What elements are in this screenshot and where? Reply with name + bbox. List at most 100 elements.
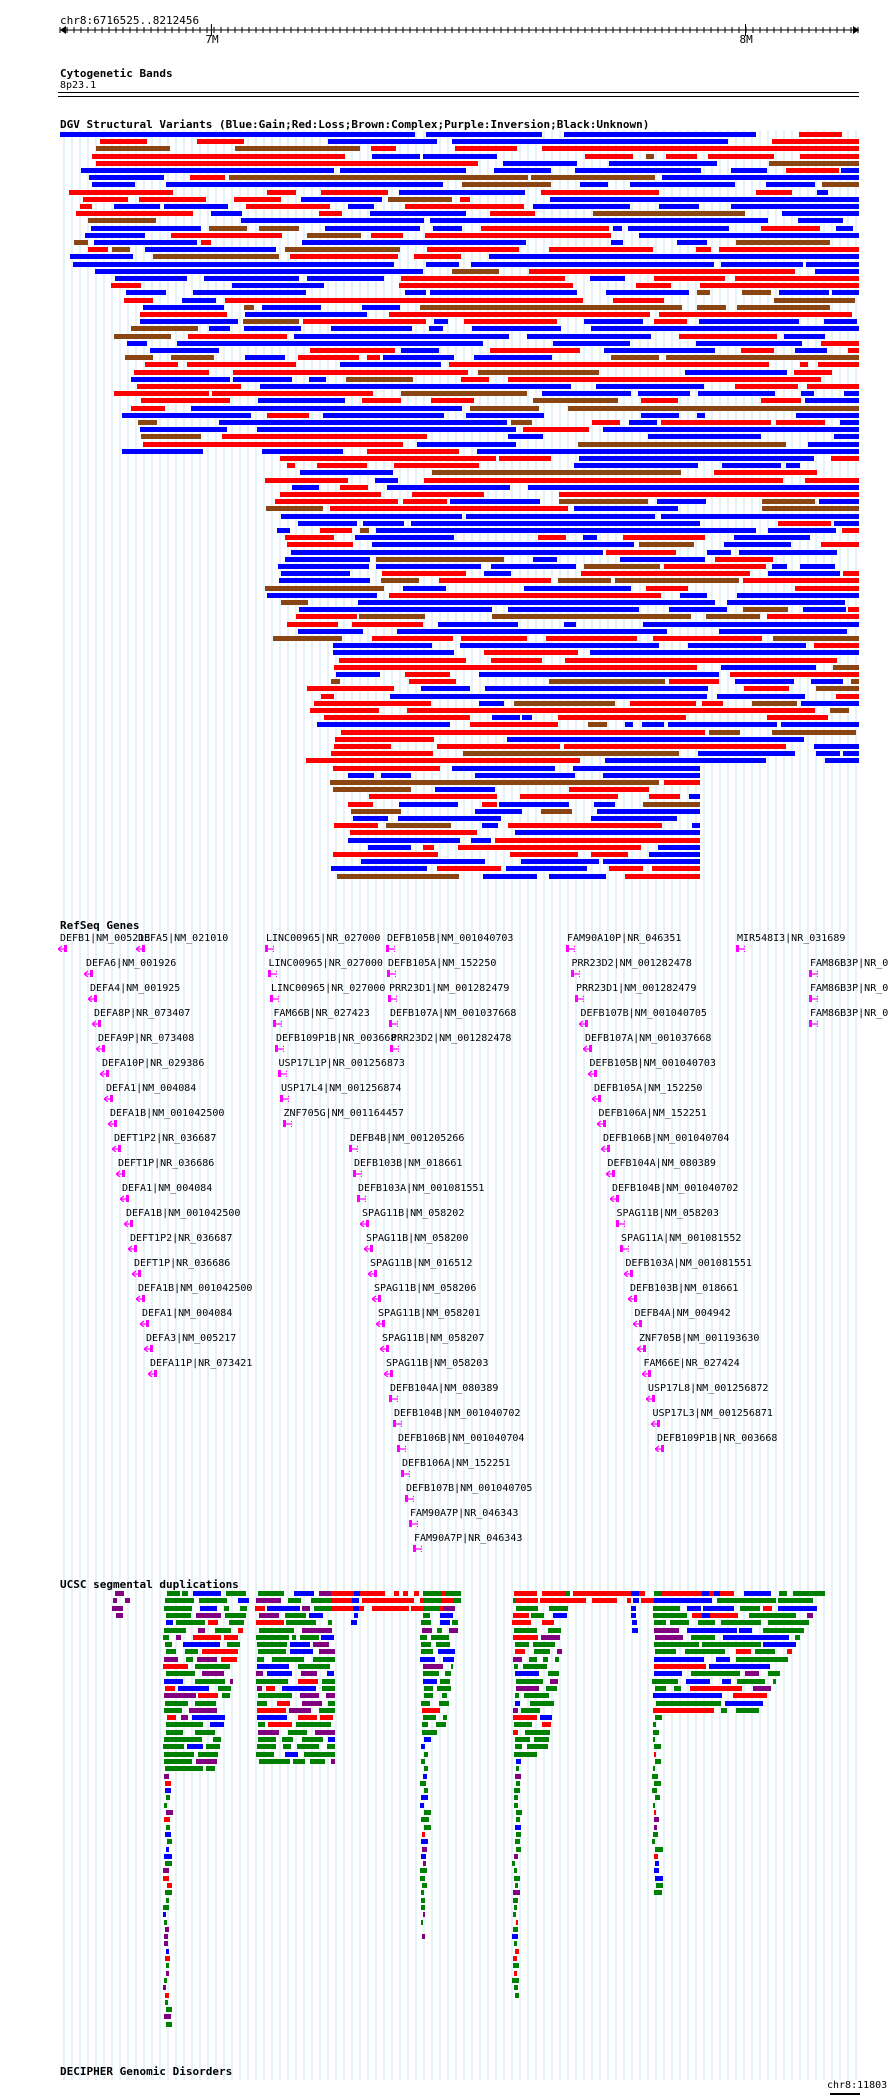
segdup-block[interactable] xyxy=(548,1671,559,1677)
dgv-variant[interactable] xyxy=(188,333,287,339)
segdup-block[interactable] xyxy=(515,1700,520,1706)
segdup-block[interactable] xyxy=(421,1883,427,1888)
dgv-variant[interactable] xyxy=(490,657,542,663)
dgv-variant[interactable] xyxy=(374,477,399,483)
gene-label[interactable]: SPAG11B|NM_058200 xyxy=(366,1233,469,1244)
dgv-variant[interactable] xyxy=(99,139,147,145)
dgv-variant[interactable] xyxy=(398,801,459,807)
segdup-block[interactable] xyxy=(736,1707,760,1713)
dgv-variant[interactable] xyxy=(414,254,462,260)
dgv-variant[interactable] xyxy=(492,614,692,620)
gene-label[interactable]: DEFA10P|NR_029386 xyxy=(102,1058,205,1069)
segdup-block[interactable] xyxy=(515,1992,519,1998)
dgv-variant[interactable] xyxy=(537,535,566,541)
segdup-block[interactable] xyxy=(296,1722,331,1728)
dgv-variant[interactable] xyxy=(338,657,467,663)
segdup-block[interactable] xyxy=(183,1642,221,1648)
dgv-variant[interactable] xyxy=(87,218,156,224)
dgv-variant[interactable] xyxy=(420,304,683,310)
segdup-block[interactable] xyxy=(422,1664,443,1669)
dgv-variant[interactable] xyxy=(87,247,109,253)
gene-plus-strand-icon[interactable] xyxy=(356,1195,366,1202)
dgv-variant[interactable] xyxy=(532,398,619,404)
dgv-variant[interactable] xyxy=(266,412,309,418)
dgv-variant[interactable] xyxy=(153,254,280,260)
gene-label[interactable]: DEFA1B|NM_001042500 xyxy=(126,1208,241,1219)
segdup-block[interactable] xyxy=(292,1758,305,1764)
gene-label[interactable]: LINC00965|NR_027000 xyxy=(268,958,383,969)
segdup-block[interactable] xyxy=(631,1620,637,1626)
dgv-variant[interactable] xyxy=(426,247,520,253)
dgv-variant[interactable] xyxy=(482,801,498,807)
gene-plus-strand-icon[interactable] xyxy=(385,945,395,952)
segdup-block[interactable] xyxy=(166,1839,173,1845)
gene-minus-strand-icon[interactable] xyxy=(610,1195,620,1202)
dgv-variant[interactable] xyxy=(636,283,671,289)
segdup-block[interactable] xyxy=(443,1656,455,1662)
segdup-block[interactable] xyxy=(632,1627,638,1633)
gene-minus-strand-icon[interactable] xyxy=(128,1245,138,1252)
dgv-variant[interactable] xyxy=(678,333,777,339)
segdup-block[interactable] xyxy=(691,1612,738,1618)
gene-minus-strand-icon[interactable] xyxy=(116,1170,126,1177)
segdup-block[interactable] xyxy=(793,1591,825,1596)
dgv-variant[interactable] xyxy=(337,873,460,879)
dgv-variant[interactable] xyxy=(654,319,687,325)
segdup-block[interactable] xyxy=(393,1591,400,1596)
segdup-block[interactable] xyxy=(163,1744,184,1750)
dgv-variant[interactable] xyxy=(408,679,456,685)
segdup-block[interactable] xyxy=(753,1685,772,1691)
gene-plus-strand-icon[interactable] xyxy=(267,970,277,977)
dgv-variant[interactable] xyxy=(209,326,231,332)
segdup-block[interactable] xyxy=(330,1598,359,1604)
segdup-block[interactable] xyxy=(320,1634,334,1640)
dgv-variant[interactable] xyxy=(280,456,496,461)
dgv-variant[interactable] xyxy=(75,211,193,217)
dgv-variant[interactable] xyxy=(452,139,729,145)
dgv-variant[interactable] xyxy=(593,211,745,217)
dgv-variant[interactable] xyxy=(564,744,786,749)
segdup-block[interactable] xyxy=(533,1649,550,1655)
segdup-block[interactable] xyxy=(185,1649,198,1655)
segdup-block[interactable] xyxy=(164,1780,171,1786)
segdup-block[interactable] xyxy=(328,1737,335,1742)
segdup-block[interactable] xyxy=(255,1678,288,1684)
dgv-variant[interactable] xyxy=(564,132,757,137)
dgv-variant[interactable] xyxy=(433,319,449,325)
dgv-variant[interactable] xyxy=(298,607,492,613)
segdup-block[interactable] xyxy=(685,1678,711,1684)
segdup-block[interactable] xyxy=(423,1810,431,1815)
segdup-block[interactable] xyxy=(351,1620,357,1626)
segdup-block[interactable] xyxy=(439,1591,448,1596)
dgv-variant[interactable] xyxy=(465,412,545,418)
segdup-block[interactable] xyxy=(807,1612,813,1618)
dgv-variant[interactable] xyxy=(422,153,498,159)
dgv-variant[interactable] xyxy=(292,484,320,490)
dgv-variant[interactable] xyxy=(848,607,859,613)
dgv-variant[interactable] xyxy=(130,405,165,411)
gene-label[interactable]: DEFB105B|NM_001040703 xyxy=(387,933,514,944)
dgv-variant[interactable] xyxy=(630,182,735,188)
segdup-block[interactable] xyxy=(548,1605,568,1611)
dgv-variant[interactable] xyxy=(802,607,846,613)
dgv-variant[interactable] xyxy=(760,225,821,231)
segdup-block[interactable] xyxy=(422,1912,426,1918)
dgv-variant[interactable] xyxy=(523,585,632,591)
dgv-variant[interactable] xyxy=(564,657,838,663)
gene-minus-strand-icon[interactable] xyxy=(124,1220,134,1227)
segdup-block[interactable] xyxy=(165,1963,169,1969)
segdup-block[interactable] xyxy=(514,1744,522,1750)
segdup-block[interactable] xyxy=(256,1700,268,1706)
dgv-variant[interactable] xyxy=(96,146,171,152)
dgv-variant[interactable] xyxy=(243,319,300,325)
gene-minus-strand-icon[interactable] xyxy=(120,1195,130,1202)
segdup-block[interactable] xyxy=(164,1926,170,1932)
segdup-block[interactable] xyxy=(767,1620,809,1626)
dgv-variant[interactable] xyxy=(281,571,350,577)
dgv-variant[interactable] xyxy=(390,693,707,699)
dgv-variant[interactable] xyxy=(804,398,859,404)
gene-minus-strand-icon[interactable] xyxy=(632,1320,643,1327)
segdup-block[interactable] xyxy=(165,1846,169,1852)
segdup-block[interactable] xyxy=(310,1598,335,1604)
dgv-variant[interactable] xyxy=(559,499,649,505)
